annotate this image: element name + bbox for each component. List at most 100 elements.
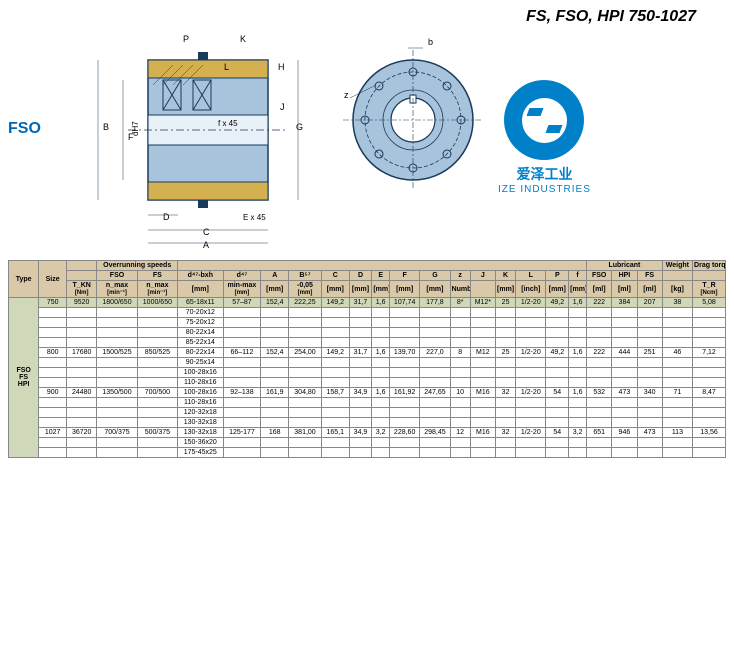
diagram-area: FSO P K L H J B F dH7 f x 45 G D E x 4 xyxy=(8,30,726,250)
cell-K xyxy=(495,398,515,408)
cell-f xyxy=(569,438,587,448)
th-mm2: [mm] xyxy=(261,281,289,298)
cell-P: 49,2 xyxy=(546,348,569,358)
th-B: B⁵⁷ xyxy=(289,271,322,281)
cell-G xyxy=(420,318,450,328)
cell-size xyxy=(39,318,67,328)
th-lfso: FSO xyxy=(587,271,612,281)
cell-C xyxy=(321,328,349,338)
cell-F xyxy=(390,318,420,328)
cell-wt xyxy=(662,408,692,418)
cell-F: 107,74 xyxy=(390,298,420,308)
cell-E xyxy=(372,448,390,458)
table-row: FSOFSHPI75095201800/6501000/65065-18x115… xyxy=(9,298,726,308)
cell-fso: 1800/650 xyxy=(97,298,137,308)
th-ml1: [ml] xyxy=(587,281,612,298)
cell-fs xyxy=(137,328,177,338)
cell-F: 161,92 xyxy=(390,388,420,398)
cell-d4 xyxy=(223,398,261,408)
th-mm4: [mm] xyxy=(349,281,372,298)
cell-drag: 13,56 xyxy=(693,428,726,438)
cell-tkn xyxy=(67,328,97,338)
cell-drag xyxy=(693,358,726,368)
cell-A xyxy=(261,308,289,318)
cell-fso xyxy=(97,318,137,328)
cell-F xyxy=(390,368,420,378)
cell-J xyxy=(470,438,495,448)
cell-lhpi xyxy=(612,418,637,428)
cell-bxh: 120-32x18 xyxy=(178,408,223,418)
cell-L: 1/2-20 xyxy=(516,388,546,398)
cell-L xyxy=(516,418,546,428)
cell-lhpi: 946 xyxy=(612,428,637,438)
cell-wt: 46 xyxy=(662,348,692,358)
th-bxh: d⁴⁷-bxh xyxy=(178,271,223,281)
th-drag: Drag torque xyxy=(693,261,726,271)
th-tkn: T_KN[Nm] xyxy=(67,281,97,298)
cell-C xyxy=(321,308,349,318)
th-weight: Weight xyxy=(662,261,692,271)
cell-drag xyxy=(693,328,726,338)
cell-z: 8 xyxy=(450,348,470,358)
cell-lhpi: 473 xyxy=(612,388,637,398)
cell-f: 1,6 xyxy=(569,388,587,398)
cell-B: 381,00 xyxy=(289,428,322,438)
cell-E xyxy=(372,318,390,328)
cell-lhpi xyxy=(612,368,637,378)
cell-E: 1,6 xyxy=(372,388,390,398)
cell-lfso: 222 xyxy=(587,348,612,358)
cell-A xyxy=(261,358,289,368)
th-mm5: [mm] xyxy=(372,281,390,298)
cell-tkn: 17680 xyxy=(67,348,97,358)
cell-J xyxy=(470,338,495,348)
cell-J: M16 xyxy=(470,428,495,438)
cell-fs xyxy=(137,418,177,428)
svg-text:P: P xyxy=(183,34,189,44)
cell-D xyxy=(349,308,372,318)
cell-F xyxy=(390,338,420,348)
th-wt2 xyxy=(662,271,692,281)
th-blank2 xyxy=(67,271,97,281)
cell-fso: 700/375 xyxy=(97,428,137,438)
th-mm3: [mm] xyxy=(321,281,349,298)
cell-L xyxy=(516,408,546,418)
cell-lfso xyxy=(587,358,612,368)
cell-wt xyxy=(662,318,692,328)
th-num: Number xyxy=(450,281,470,298)
cell-tkn xyxy=(67,308,97,318)
th-A: A xyxy=(261,271,289,281)
cell-fs xyxy=(137,358,177,368)
cell-lfso xyxy=(587,448,612,458)
cell-lfs: 473 xyxy=(637,428,662,438)
cell-C: 149,2 xyxy=(321,298,349,308)
cell-F xyxy=(390,308,420,318)
table-row: 130-32x18 xyxy=(9,418,726,428)
cell-size xyxy=(39,448,67,458)
svg-text:C: C xyxy=(203,227,210,237)
cell-J xyxy=(470,328,495,338)
table-row: 85-22x14 xyxy=(9,338,726,348)
cell-wt xyxy=(662,378,692,388)
cell-B xyxy=(289,448,322,458)
cell-E xyxy=(372,398,390,408)
cell-lfs xyxy=(637,438,662,448)
th-D: D xyxy=(349,271,372,281)
cell-lfs xyxy=(637,328,662,338)
cell-C xyxy=(321,418,349,428)
cell-G xyxy=(420,398,450,408)
cell-K xyxy=(495,368,515,378)
cell-fs xyxy=(137,398,177,408)
cell-F xyxy=(390,358,420,368)
cell-F xyxy=(390,378,420,388)
cell-z xyxy=(450,438,470,448)
cell-K xyxy=(495,358,515,368)
cell-f xyxy=(569,368,587,378)
cell-wt xyxy=(662,398,692,408)
cell-D xyxy=(349,408,372,418)
cell-fs: 500/375 xyxy=(137,428,177,438)
svg-text:G: G xyxy=(296,122,303,132)
cell-fso xyxy=(97,308,137,318)
cell-E xyxy=(372,378,390,388)
cell-d4 xyxy=(223,418,261,428)
cell-size xyxy=(39,338,67,348)
